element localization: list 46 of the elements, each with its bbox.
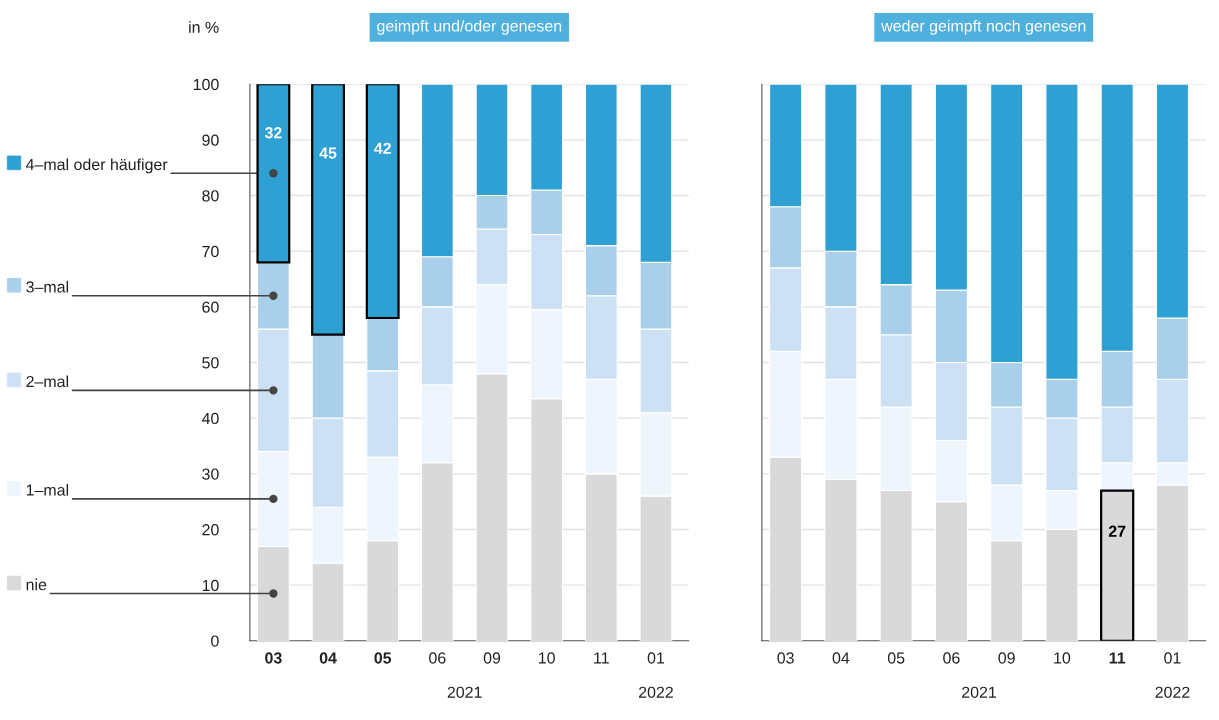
data-label: 32 <box>264 127 282 139</box>
y-tick-label: 30 <box>202 468 219 480</box>
x-tick-label: 04 <box>319 652 337 664</box>
data-label: 42 <box>374 142 391 154</box>
x-tick-label: 01 <box>1164 652 1181 664</box>
y-tick-label: 70 <box>202 245 219 258</box>
y-tick-label: 0 <box>211 635 219 647</box>
y-tick-label: 10 <box>202 579 219 592</box>
x-tick-label: 04 <box>832 652 850 664</box>
x-tick-label: 11 <box>1109 652 1126 664</box>
bar <box>311 84 345 336</box>
text: 2022 <box>1155 686 1190 698</box>
x-tick-label: 10 <box>538 652 555 664</box>
x-tick-label: 01 <box>647 652 665 664</box>
data-label: 27 <box>1108 525 1126 537</box>
legend-label: 2–mal <box>26 375 69 388</box>
y-tick-label: 20 <box>202 524 219 536</box>
y-tick-label: 100 <box>193 78 219 91</box>
data-label: 45 <box>319 147 337 159</box>
legend-label: nie <box>26 578 47 591</box>
legend-label: 1–mal <box>26 483 69 496</box>
x-tick-label: 06 <box>943 652 960 664</box>
x-tick-label: 10 <box>1054 652 1071 664</box>
y-tick-label: 60 <box>202 301 219 313</box>
y-axis-title: in % <box>189 21 219 33</box>
chart-title: geimpft und/oder genesen <box>377 19 562 35</box>
y-tick-label: 40 <box>201 412 219 425</box>
legend-label: 4–mal oder häufiger <box>25 158 168 174</box>
x-tick-label: 03 <box>777 652 794 664</box>
x-tick-label: 03 <box>265 652 282 664</box>
bar <box>365 84 400 320</box>
y-tick-label: 50 <box>202 357 219 369</box>
chart-title: weder geimpft noch genesen <box>881 19 1086 35</box>
legend-label: 3–mal <box>26 280 69 293</box>
bar <box>256 84 291 264</box>
x-tick-label: 06 <box>429 652 446 664</box>
x-tick-label: 05 <box>374 652 392 664</box>
text: 2022 <box>638 686 673 698</box>
y-tick-label: 80 <box>202 190 219 202</box>
text: 2021 <box>962 686 997 698</box>
x-tick-label: 05 <box>887 652 905 664</box>
x-tick-label: 09 <box>998 652 1015 664</box>
x-tick-label: 09 <box>483 652 501 664</box>
text: 2021 <box>447 686 482 698</box>
y-tick-label: 90 <box>202 134 219 146</box>
x-tick-label: 11 <box>594 652 609 664</box>
